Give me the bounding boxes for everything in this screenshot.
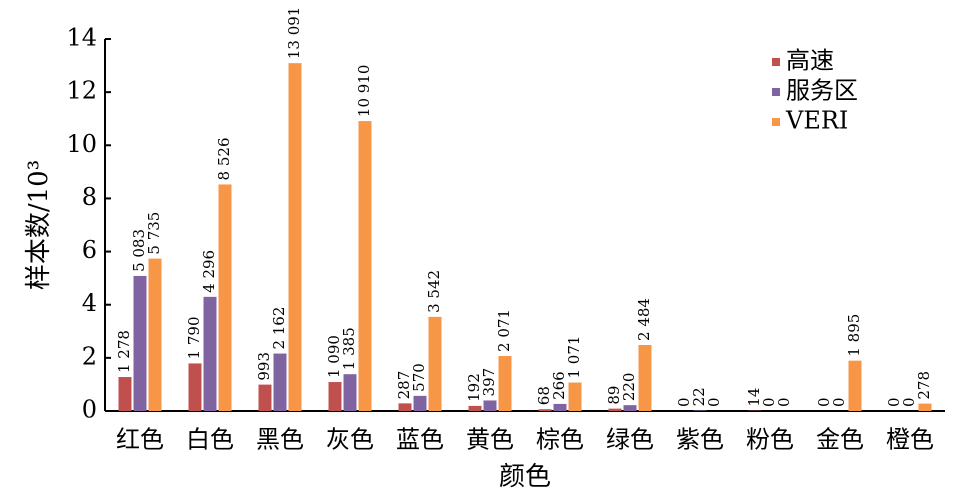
bar <box>623 405 637 411</box>
bar <box>848 360 862 411</box>
bar <box>498 355 512 411</box>
x-tick-label: 绿色 <box>606 426 654 454</box>
value-label: 1 278 <box>115 330 133 373</box>
value-label: 287 <box>395 371 413 400</box>
x-axis-label: 颜色 <box>499 462 551 492</box>
legend-label: 服务区 <box>786 77 858 105</box>
x-tick-label: 金色 <box>816 426 864 454</box>
value-label: 192 <box>465 373 483 402</box>
bar <box>343 374 357 411</box>
value-label: 13 091 <box>285 7 303 60</box>
bar <box>538 409 552 411</box>
value-label: 22 <box>690 387 708 406</box>
value-label: 14 <box>745 388 763 407</box>
value-label: 8 526 <box>215 137 233 180</box>
x-tick-label: 灰色 <box>326 426 374 454</box>
x-tick-label: 黄色 <box>466 426 514 454</box>
value-label: 1 790 <box>185 316 203 359</box>
bar <box>203 296 217 411</box>
value-label: 0 <box>675 397 693 407</box>
bar <box>258 384 272 411</box>
bar <box>133 275 147 411</box>
bar <box>118 377 132 411</box>
value-label: 4 296 <box>200 250 218 293</box>
value-label: 3 542 <box>425 270 443 313</box>
y-tick-label: 14 <box>66 24 97 52</box>
x-tick-label: 棕色 <box>536 426 584 454</box>
x-tick-label: 蓝色 <box>396 426 444 454</box>
value-label: 0 <box>760 397 778 407</box>
legend-swatch <box>772 118 780 126</box>
bar <box>218 184 232 411</box>
bar <box>188 363 202 411</box>
value-label: 0 <box>900 397 918 407</box>
bar <box>608 408 622 411</box>
value-label: 2 162 <box>270 307 288 350</box>
bar <box>358 121 372 411</box>
bar <box>273 353 287 411</box>
value-label: 2 484 <box>635 298 653 341</box>
bar <box>918 403 932 411</box>
bar <box>468 405 482 411</box>
value-label: 993 <box>255 352 273 381</box>
bar <box>428 316 442 411</box>
value-label: 68 <box>535 386 553 405</box>
value-label: 5 735 <box>145 212 163 255</box>
value-label: 10 910 <box>355 65 373 118</box>
x-tick-label: 粉色 <box>746 426 794 454</box>
bar <box>413 395 427 411</box>
value-label: 89 <box>605 386 623 405</box>
bar <box>398 403 412 411</box>
value-label: 5 083 <box>130 229 148 272</box>
bar <box>693 410 707 411</box>
x-tick-label: 橙色 <box>886 426 934 454</box>
bar <box>288 63 302 411</box>
value-label: 266 <box>550 371 568 400</box>
x-tick-label: 黑色 <box>256 426 304 454</box>
legend-swatch <box>772 58 780 66</box>
bar <box>638 344 652 411</box>
value-label: 1 895 <box>845 314 863 357</box>
y-tick-label: 0 <box>82 396 97 424</box>
x-tick-label: 红色 <box>116 426 164 454</box>
value-label: 1 090 <box>325 335 343 378</box>
value-label: 0 <box>815 397 833 407</box>
y-tick-label: 10 <box>66 130 97 158</box>
legend-swatch <box>772 88 780 96</box>
value-label: 220 <box>620 373 638 402</box>
y-tick-label: 8 <box>82 183 97 211</box>
bar <box>568 382 582 411</box>
y-axis-label: 样本数/10³ <box>24 160 54 290</box>
value-label: 0 <box>775 397 793 407</box>
x-tick-label: 紫色 <box>676 426 724 454</box>
bar <box>328 382 342 411</box>
value-label: 1 385 <box>340 327 358 370</box>
y-tick-label: 4 <box>82 289 97 317</box>
value-label: 278 <box>915 371 933 400</box>
x-tick-label: 白色 <box>186 426 234 454</box>
y-tick-label: 12 <box>66 77 97 105</box>
y-tick-label: 6 <box>82 236 97 264</box>
bar <box>148 258 162 411</box>
value-label: 397 <box>480 368 498 397</box>
value-label: 0 <box>830 397 848 407</box>
bar <box>483 400 497 411</box>
value-label: 0 <box>705 397 723 407</box>
value-label: 0 <box>885 397 903 407</box>
value-label: 570 <box>410 363 428 392</box>
legend-label: VERI <box>785 107 848 135</box>
y-tick-label: 2 <box>82 342 97 370</box>
value-label: 1 071 <box>565 336 583 379</box>
value-label: 2 071 <box>495 309 513 352</box>
bar <box>553 403 567 411</box>
legend-label: 高速 <box>786 47 834 75</box>
